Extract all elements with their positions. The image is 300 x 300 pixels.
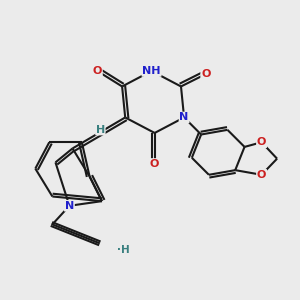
Text: ·H: ·H (118, 245, 130, 255)
Text: N: N (65, 201, 74, 211)
Text: O: O (257, 137, 266, 147)
Text: NH: NH (142, 66, 161, 76)
Text: O: O (150, 159, 159, 169)
Text: O: O (257, 170, 266, 180)
Text: N: N (179, 112, 189, 122)
Text: H: H (96, 125, 105, 135)
Text: O: O (201, 69, 211, 79)
Text: O: O (93, 66, 102, 76)
